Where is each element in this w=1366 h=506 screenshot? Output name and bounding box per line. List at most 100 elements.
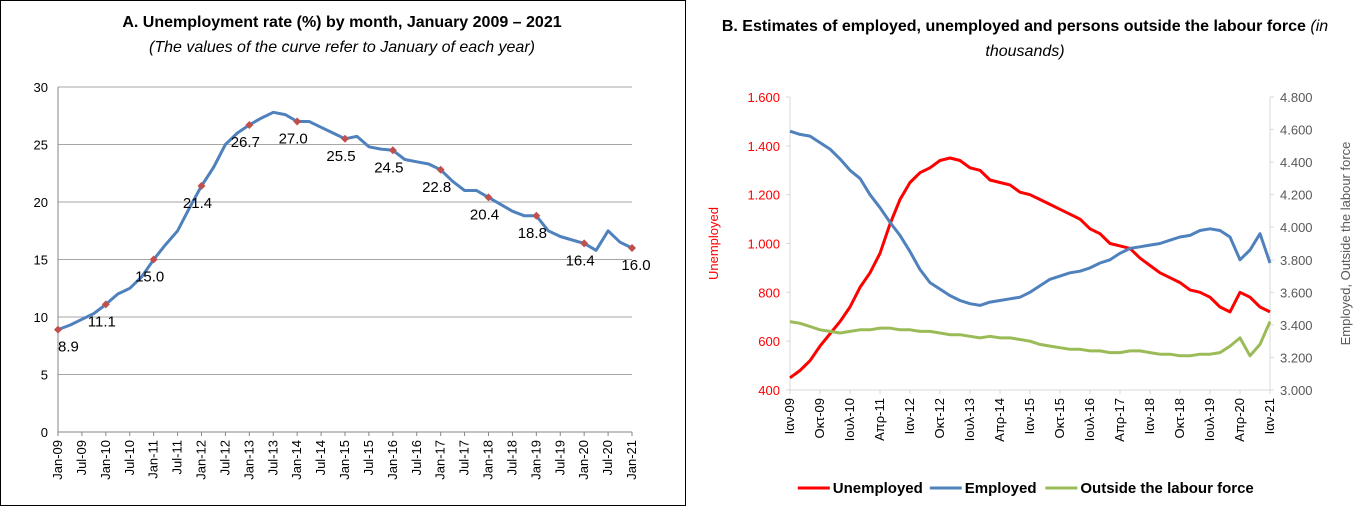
y2-tick-label: 4.800 <box>1280 90 1313 105</box>
legend-label: Outside the labour force <box>1080 480 1253 497</box>
data-marker <box>436 165 445 174</box>
x-tick-label: Jan-19 <box>528 440 543 480</box>
data-label: 15.0 <box>135 269 164 286</box>
data-label: 20.4 <box>470 206 499 223</box>
x-tick-label: Jul-14 <box>313 440 328 475</box>
x-tick-label: Jan-10 <box>98 440 113 480</box>
chart-title: A. Unemployment rate (%) by month, Janua… <box>122 14 562 31</box>
x-tick-label: Ιαν-21 <box>1262 398 1277 434</box>
y2-tick-label: 4.000 <box>1280 220 1313 235</box>
y-tick-label: 25 <box>34 138 48 153</box>
y-tick-label: 1.400 <box>747 139 780 154</box>
x-tick-label: Jan-09 <box>50 440 65 480</box>
data-label: 18.8 <box>518 225 547 242</box>
data-label: 11.1 <box>88 313 116 330</box>
data-label: 16.4 <box>566 252 595 269</box>
y-tick-label: 1.200 <box>747 188 780 203</box>
x-tick-label: Απρ-14 <box>992 398 1007 442</box>
x-tick-label: Jul-12 <box>217 440 232 475</box>
data-label: 8.9 <box>58 339 79 356</box>
y-tick-label: 20 <box>34 195 48 210</box>
x-tick-label: Jan-14 <box>289 440 304 480</box>
y2-tick-label: 3.000 <box>1280 383 1313 398</box>
x-tick-label: Jan-20 <box>576 440 591 480</box>
x-tick-label: Απρ-11 <box>872 398 887 441</box>
data-label: 16.0 <box>621 257 650 274</box>
data-marker <box>341 134 349 143</box>
title-b: B. Estimates of employed, unemployed and… <box>705 14 1345 64</box>
data-marker <box>197 181 206 190</box>
data-marker <box>54 325 62 334</box>
x-tick-label: Ιαν-12 <box>902 398 917 434</box>
x-tick-label: Ιαν-18 <box>1142 398 1157 434</box>
y-axis-title: Unemployed <box>706 207 721 280</box>
x-tick-label: Οκτ-12 <box>932 398 947 439</box>
chart-subtitle: (in thousands) <box>985 18 1329 60</box>
data-marker <box>149 255 158 264</box>
y2-tick-label: 3.600 <box>1280 285 1313 300</box>
x-tick-label: Jul-17 <box>457 440 472 475</box>
data-marker <box>293 117 302 126</box>
x-tick-label: Jul-10 <box>122 440 137 475</box>
x-tick-label: Ιαν-15 <box>1022 398 1037 434</box>
data-label: 27.0 <box>279 131 308 148</box>
x-tick-label: Jul-20 <box>600 440 615 475</box>
data-marker <box>101 300 110 309</box>
y-tick-label: 800 <box>758 285 780 300</box>
x-tick-label: Jan-21 <box>624 440 639 480</box>
series-line <box>789 156 1271 380</box>
y2-tick-label: 4.200 <box>1280 188 1313 203</box>
y-tick-label: 15 <box>34 253 48 268</box>
y2-tick-label: 3.200 <box>1280 350 1313 365</box>
x-tick-label: Οκτ-18 <box>1172 398 1187 439</box>
y2-tick-label: 4.400 <box>1280 155 1313 170</box>
x-tick-label: Οκτ-09 <box>812 398 827 439</box>
y-tick-label: 0 <box>41 425 48 440</box>
legend-label: Employed <box>965 480 1037 497</box>
y-tick-label: 10 <box>34 310 48 325</box>
data-marker <box>580 239 589 248</box>
y2-tick-label: 4.600 <box>1280 123 1313 138</box>
data-marker <box>245 120 254 129</box>
y2-axis-title: Employed, Outside the labour force <box>1338 142 1353 346</box>
title-a: A. Unemployment rate (%) by month, Janua… <box>22 10 662 60</box>
x-tick-label: Ιουλ-16 <box>1082 398 1097 441</box>
x-tick-label: Jan-13 <box>241 440 256 480</box>
data-marker <box>484 193 493 202</box>
x-tick-label: Οκτ-15 <box>1052 398 1067 439</box>
data-label: 22.8 <box>422 179 451 196</box>
x-tick-label: Ιαν-09 <box>782 398 797 434</box>
data-label: 21.4 <box>183 195 212 212</box>
chart-subtitle: (The values of the curve refer to Januar… <box>149 39 535 56</box>
x-tick-label: Jan-16 <box>385 440 400 480</box>
x-tick-label: Απρ-17 <box>1112 398 1127 442</box>
series-line <box>789 320 1272 358</box>
y-tick-label: 400 <box>758 383 780 398</box>
series-line <box>789 129 1272 307</box>
x-tick-label: Απρ-20 <box>1232 398 1247 442</box>
x-tick-label: Jul-16 <box>409 440 424 475</box>
x-tick-label: Ιουλ-13 <box>962 398 977 441</box>
x-tick-label: Jan-12 <box>194 440 209 480</box>
data-marker <box>388 146 397 155</box>
y2-tick-label: 3.800 <box>1280 253 1313 268</box>
data-label: 26.7 <box>231 134 260 151</box>
x-tick-label: Jul-13 <box>265 440 280 475</box>
x-tick-label: Jul-19 <box>552 440 567 475</box>
x-tick-label: Jul-11 <box>170 440 185 474</box>
x-tick-label: Jan-11 <box>146 440 161 479</box>
y-tick-label: 30 <box>34 80 48 95</box>
y-tick-label: 600 <box>758 334 780 349</box>
data-label: 25.5 <box>326 148 355 165</box>
x-tick-label: Jul-09 <box>74 440 89 475</box>
x-tick-label: Jan-17 <box>433 440 448 480</box>
data-marker <box>628 244 636 252</box>
y-tick-label: 1.600 <box>747 90 780 105</box>
x-tick-label: Jul-15 <box>361 440 376 475</box>
data-marker <box>532 211 541 220</box>
legend-label: Unemployed <box>833 480 923 497</box>
y2-tick-label: 3.400 <box>1280 318 1313 333</box>
x-tick-label: Jan-15 <box>337 440 352 480</box>
